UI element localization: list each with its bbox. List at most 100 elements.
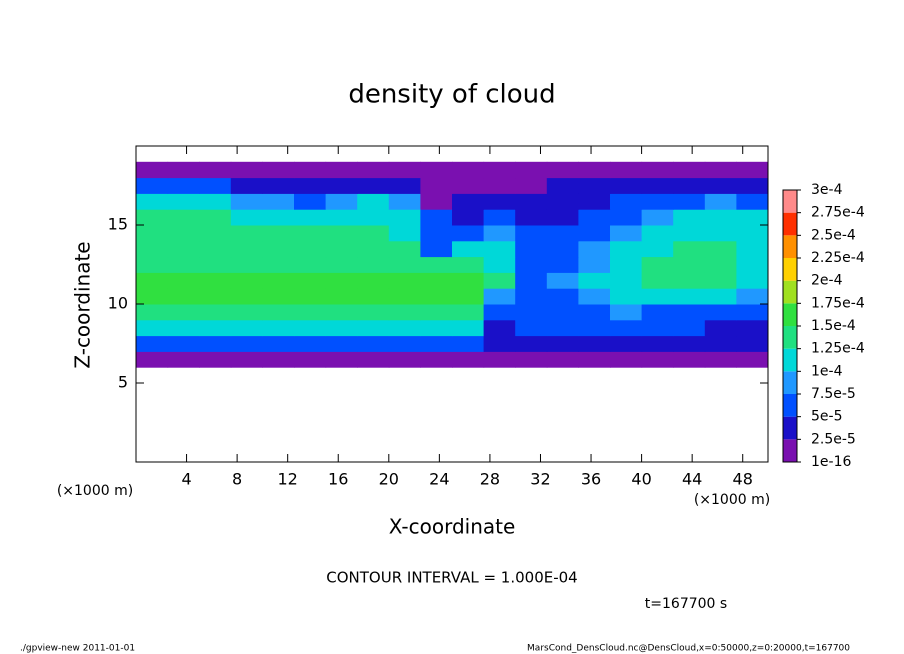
heat-cell: [610, 240, 643, 258]
heat-cell: [515, 304, 548, 321]
heat-cell: [357, 319, 390, 337]
heat-cell: [167, 351, 200, 368]
heat-cell: [199, 335, 232, 352]
heat-cell: [420, 304, 453, 321]
footer-left: ./gpview-new 2011-01-01: [20, 644, 135, 654]
heat-cell: [230, 288, 263, 305]
heat-cell: [578, 288, 611, 305]
heat-cell: [641, 288, 674, 305]
heat-cell: [483, 193, 516, 210]
contour-note: CONTOUR INTERVAL = 1.000E-04: [326, 569, 577, 587]
heatmap-cells: [136, 161, 768, 368]
heat-cell: [546, 209, 579, 226]
heat-cell: [641, 351, 674, 368]
heat-cell: [578, 304, 611, 321]
heat-cell: [452, 161, 485, 179]
heat-cell: [167, 177, 200, 194]
heat-cell: [736, 161, 768, 179]
heat-cell: [294, 288, 327, 305]
heat-cell: [388, 288, 421, 305]
heat-cell: [262, 288, 295, 305]
heat-cell: [452, 335, 485, 352]
heat-cell: [230, 225, 263, 242]
heat-cell: [357, 193, 390, 210]
heat-cell: [167, 209, 200, 226]
heat-cell: [546, 177, 579, 194]
x-tick-label: 24: [429, 470, 449, 489]
heat-cell: [578, 193, 611, 210]
heat-cell: [704, 304, 737, 321]
x-tick-label: 48: [733, 470, 753, 489]
heat-cell: [230, 209, 263, 226]
heat-cell: [420, 351, 453, 368]
heat-cell: [199, 304, 232, 321]
heat-cell: [610, 161, 643, 179]
heat-cell: [136, 193, 169, 210]
heat-cell: [515, 272, 548, 289]
heat-cell: [736, 304, 768, 321]
heat-cell: [483, 288, 516, 305]
heat-cell: [294, 193, 327, 210]
heat-cell: [420, 193, 453, 210]
heat-cell: [325, 193, 358, 210]
heat-cell: [230, 351, 263, 368]
heat-cell: [388, 193, 421, 210]
heat-cell: [546, 288, 579, 305]
heat-cell: [420, 256, 453, 273]
heat-cell: [515, 288, 548, 305]
heat-cell: [199, 177, 232, 194]
heat-cell: [388, 225, 421, 242]
heat-cell: [136, 240, 169, 258]
colorbar-label: 2.75e-4: [811, 205, 865, 221]
heat-cell: [736, 351, 768, 368]
heat-cell: [578, 272, 611, 289]
heat-cell: [357, 288, 390, 305]
heat-cell: [357, 304, 390, 321]
heat-cell: [452, 256, 485, 273]
x-tick-label: 16: [328, 470, 348, 489]
heat-cell: [167, 304, 200, 321]
colorbar-band: [783, 303, 797, 326]
heat-cell: [641, 319, 674, 337]
heat-cell: [230, 319, 263, 337]
heat-cell: [610, 319, 643, 337]
heat-cell: [262, 225, 295, 242]
heat-cell: [483, 272, 516, 289]
heat-cell: [167, 335, 200, 352]
heat-cell: [673, 288, 706, 305]
heat-cell: [546, 193, 579, 210]
colorbar-label: 2.25e-4: [811, 250, 865, 266]
x-tick-label: 32: [530, 470, 550, 489]
heat-cell: [704, 161, 737, 179]
heat-cell: [325, 209, 358, 226]
heat-cell: [230, 193, 263, 210]
heat-cell: [515, 351, 548, 368]
heat-cell: [230, 335, 263, 352]
heat-cell: [704, 335, 737, 352]
heat-cell: [294, 161, 327, 179]
heat-cell: [641, 304, 674, 321]
heat-cell: [546, 161, 579, 179]
heat-cell: [325, 272, 358, 289]
heat-cell: [452, 272, 485, 289]
heat-cell: [388, 209, 421, 226]
colorbar-band: [783, 280, 797, 304]
heat-cell: [546, 335, 579, 352]
heat-cell: [420, 319, 453, 337]
x-tick-label: 8: [232, 470, 242, 489]
heat-cell: [483, 240, 516, 258]
colorbar-label: 1.5e-4: [811, 318, 856, 334]
heat-cell: [294, 351, 327, 368]
heat-cell: [199, 351, 232, 368]
heat-cell: [736, 256, 768, 273]
heat-cell: [704, 272, 737, 289]
chart-title: density of cloud: [348, 80, 555, 110]
heat-cell: [294, 225, 327, 242]
heat-cell: [357, 335, 390, 352]
heat-cell: [167, 256, 200, 273]
heat-cell: [578, 240, 611, 258]
heat-cell: [136, 256, 169, 273]
colorbar-label: 5e-5: [811, 409, 842, 425]
heat-cell: [420, 288, 453, 305]
